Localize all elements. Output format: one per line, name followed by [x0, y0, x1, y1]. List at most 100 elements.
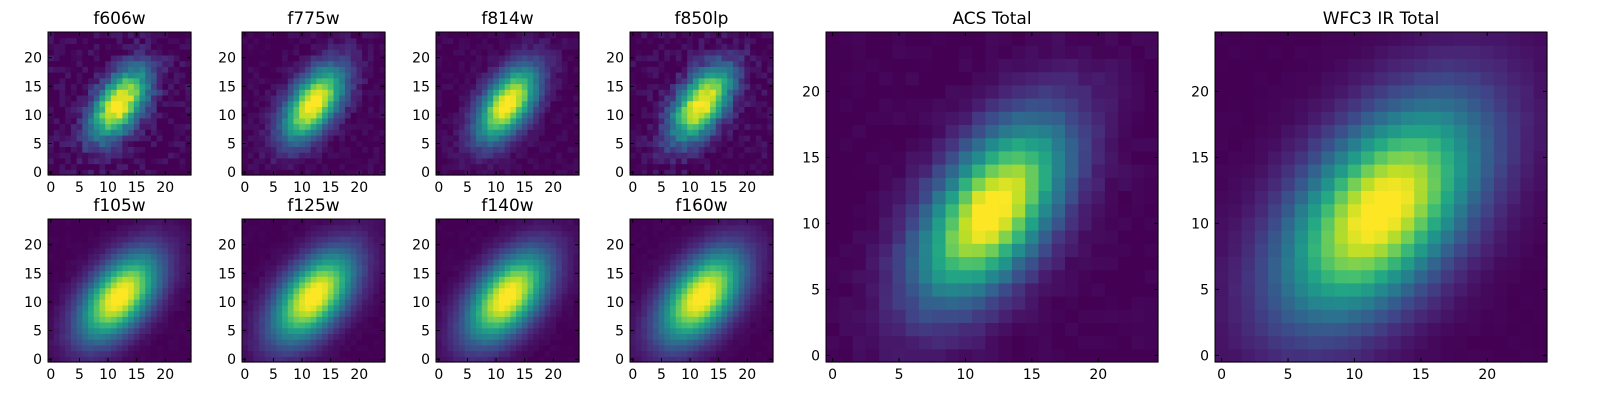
heatmap-cell [150, 264, 158, 272]
heatmap-cell [70, 106, 78, 113]
heatmap-cell [755, 321, 763, 329]
heatmap-cell [436, 253, 443, 260]
heatmap-cell [304, 293, 312, 300]
heatmap-cell [715, 152, 723, 159]
heatmap-cell [299, 60, 306, 67]
heatmap-cell [316, 253, 323, 260]
heatmap-cell [99, 89, 106, 96]
heatmap-cell [310, 169, 317, 176]
heatmap-cell [65, 72, 72, 79]
heatmap-cell [65, 106, 72, 113]
heatmap-cell [65, 163, 72, 170]
heatmap-cell [481, 146, 489, 153]
heatmap-cell [652, 106, 660, 113]
heatmap-cell [179, 241, 186, 249]
heatmap-cell [481, 43, 489, 50]
heatmap-cell [162, 152, 169, 159]
heatmap-cell [761, 344, 768, 352]
heatmap-cell [755, 60, 763, 67]
heatmap-cell [533, 37, 540, 45]
heatmap-cell [533, 293, 540, 300]
heatmap-cell [93, 72, 101, 79]
heatmap-cell [573, 304, 580, 312]
heatmap-cell [282, 321, 289, 329]
heatmap-cell [458, 140, 466, 147]
heatmap-cell [453, 230, 460, 237]
heatmap-cell [498, 316, 506, 323]
heatmap-cell [755, 129, 763, 136]
heatmap-cell [487, 134, 494, 142]
heatmap-cell [544, 123, 551, 130]
heatmap-cell [527, 140, 534, 147]
heatmap-cell [761, 89, 768, 96]
x-tick-label: 5 [75, 367, 84, 383]
heatmap-cell [362, 83, 369, 90]
heatmap-cell [179, 310, 186, 317]
heatmap-cell [133, 112, 141, 119]
heatmap-cell [652, 112, 660, 119]
heatmap-cell [350, 304, 357, 312]
heatmap-cell [156, 54, 163, 62]
heatmap-cell [441, 259, 449, 266]
heatmap-cell [105, 43, 112, 50]
heatmap-cell [658, 327, 665, 334]
heatmap-cell [304, 94, 312, 102]
heatmap-cell [379, 321, 386, 329]
heatmap-cell [664, 60, 671, 67]
heatmap-cell [664, 54, 671, 62]
heatmap-cell [116, 241, 123, 249]
heatmap-cell [715, 344, 723, 352]
heatmap-cell [299, 350, 306, 357]
heatmap-cell [721, 157, 728, 165]
heatmap-cell [350, 327, 357, 334]
heatmap-cell [116, 293, 123, 300]
heatmap-cell [168, 264, 175, 272]
heatmap-cell [128, 281, 135, 289]
heatmap-cell [670, 344, 677, 352]
heatmap-cell [538, 100, 546, 107]
heatmap-cell [122, 264, 129, 272]
heatmap-cell [259, 270, 266, 277]
heatmap-cell [327, 253, 335, 260]
heatmap-cell [362, 339, 369, 346]
heatmap-cell [299, 72, 306, 79]
heatmap-cell [179, 43, 186, 50]
heatmap-cell [356, 129, 363, 136]
heatmap-cell [65, 123, 72, 130]
heatmap-cell [470, 117, 477, 125]
heatmap-cell [379, 106, 386, 113]
heatmap-cell [732, 304, 740, 312]
heatmap-cell [710, 134, 717, 142]
heatmap-cell [276, 77, 283, 85]
heatmap-cell [128, 66, 135, 73]
heatmap-cell [150, 299, 158, 306]
heatmap-cell [65, 287, 72, 294]
heatmap-cell [755, 134, 763, 142]
heatmap-cell [299, 146, 306, 153]
heatmap-cell [715, 321, 723, 329]
heatmap-cell [168, 43, 175, 50]
heatmap-cell [105, 253, 112, 260]
heatmap-cell [276, 83, 283, 90]
heatmap-cell [527, 54, 534, 62]
heatmap-cell [316, 230, 323, 237]
heatmap-cell [253, 339, 260, 346]
heatmap-cell [350, 83, 357, 90]
heatmap-cell [550, 140, 557, 147]
heatmap-cell [350, 241, 357, 249]
heatmap-cell [698, 106, 705, 113]
heatmap-cell [270, 43, 277, 50]
heatmap-cell [510, 123, 517, 130]
heatmap-cell [82, 100, 89, 107]
heatmap-cell [464, 230, 471, 237]
heatmap-cell [264, 112, 272, 119]
heatmap-cell [133, 321, 141, 329]
heatmap-cell [561, 83, 569, 90]
heatmap-cell [561, 157, 569, 165]
heatmap-cell [110, 54, 118, 62]
heatmap-cell [185, 60, 192, 67]
heatmap-cell [755, 333, 763, 340]
heatmap-cell [727, 140, 734, 147]
heatmap-cell [253, 140, 260, 147]
heatmap-cell [744, 100, 751, 107]
